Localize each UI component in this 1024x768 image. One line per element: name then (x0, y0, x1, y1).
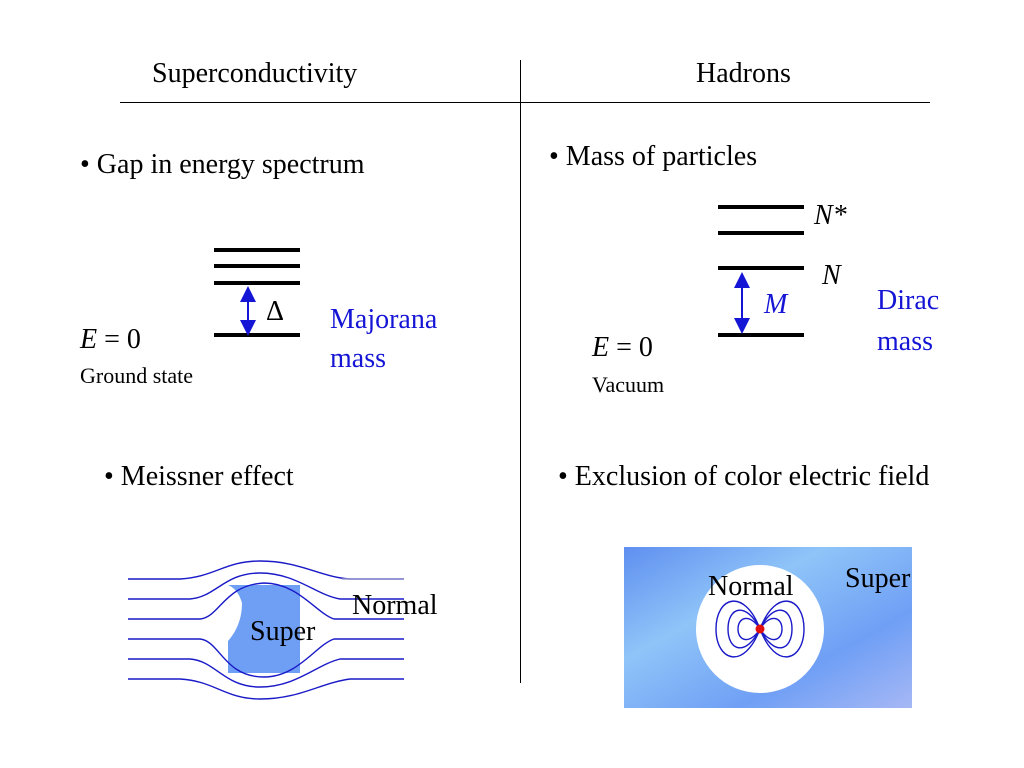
nstar-level-2 (718, 231, 804, 235)
nucleon-label: N (822, 260, 841, 291)
mass-arrow-icon (734, 272, 750, 334)
nstar-level-1 (718, 205, 804, 209)
field-line-4 (128, 638, 404, 678)
majorana-mass-line2: mass (330, 343, 386, 374)
gap-bullet: • Gap in energy spectrum (80, 149, 365, 180)
vacuum-level (718, 333, 804, 337)
mass-bullet: • Mass of particles (549, 141, 758, 172)
header-divider (120, 102, 930, 103)
flux-line-3 (737, 617, 761, 641)
excited-level-2 (214, 264, 300, 268)
flux-line-1 (715, 600, 761, 658)
gap-symbol: Δ (266, 296, 285, 327)
color-charge-dot (755, 624, 765, 634)
field-line-5 (128, 658, 404, 688)
right-energy-var: E (592, 332, 610, 363)
field-line-1 (128, 560, 404, 580)
ground-level (214, 333, 300, 337)
flux-line-4 (759, 600, 805, 658)
gap-arrow-icon (240, 286, 256, 336)
left-energy-zero: E = 0 (80, 324, 141, 356)
excited-level-3 (214, 281, 300, 285)
meissner-diagram (128, 560, 404, 700)
field-line-6 (128, 678, 404, 700)
color-field-bullet: • Exclusion of color electric field (558, 461, 930, 492)
dirac-mass-line2: mass (877, 326, 933, 357)
mass-symbol: M (764, 289, 788, 320)
meissner-super-label: Super (250, 616, 316, 647)
vacuum-label: Vacuum (592, 372, 665, 397)
ground-state-label: Ground state (80, 363, 194, 388)
color-normal-label: Normal (708, 571, 794, 602)
color-field-diagram (624, 547, 912, 708)
superconductivity-header: Superconductivity (152, 58, 358, 89)
column-divider (520, 60, 521, 683)
excited-level-1 (214, 248, 300, 252)
field-line-2 (128, 572, 404, 600)
nstar-label: N* (814, 200, 847, 231)
flux-line-2 (727, 609, 761, 649)
flux-line-6 (759, 617, 783, 641)
left-energy-eq: = 0 (97, 324, 141, 355)
field-line-3 (128, 582, 404, 620)
flux-line-5 (759, 609, 793, 649)
majorana-mass-line1: Majorana (330, 304, 438, 335)
nucleon-level (718, 266, 804, 270)
left-energy-var: E (80, 324, 98, 355)
right-energy-eq: = 0 (609, 332, 653, 363)
meissner-normal-label: Normal (352, 590, 438, 621)
hadrons-header: Hadrons (696, 58, 791, 89)
color-super-label: Super (845, 563, 911, 594)
dirac-mass-line1: Dirac (877, 285, 940, 316)
right-energy-zero: E = 0 (592, 332, 653, 364)
meissner-bullet: • Meissner effect (104, 461, 294, 492)
